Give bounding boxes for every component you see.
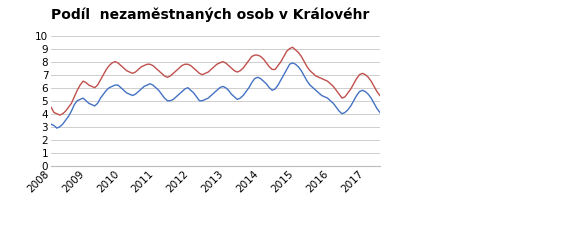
Česk xyxy=(263,62,270,64)
Text: Podíl  nezaměstnaných osob v Královéhr: Podíl nezaměstnaných osob v Královéhr xyxy=(50,7,369,22)
Královéhradecký kraj xyxy=(53,127,60,129)
Česk xyxy=(179,64,185,67)
Česk xyxy=(48,106,54,109)
Královéhradecký kraj xyxy=(143,84,150,87)
Česk xyxy=(141,64,147,67)
Královéhradecký kraj xyxy=(179,90,185,93)
Královéhradecký kraj xyxy=(48,123,54,126)
Česk xyxy=(376,94,383,97)
Královéhradecký kraj xyxy=(289,62,296,64)
Královéhradecký kraj xyxy=(376,111,383,114)
Line: Královéhradecký kraj: Královéhradecký kraj xyxy=(51,63,380,128)
Line: Česk: Česk xyxy=(51,47,380,115)
Královéhradecký kraj xyxy=(141,85,147,88)
Česk xyxy=(88,85,95,88)
Česk xyxy=(143,63,150,66)
Česk xyxy=(56,114,63,117)
Královéhradecký kraj xyxy=(88,103,95,106)
Královéhradecký kraj xyxy=(263,82,270,85)
Česk xyxy=(289,46,296,49)
Česk xyxy=(304,65,311,68)
Královéhradecký kraj xyxy=(304,80,311,83)
